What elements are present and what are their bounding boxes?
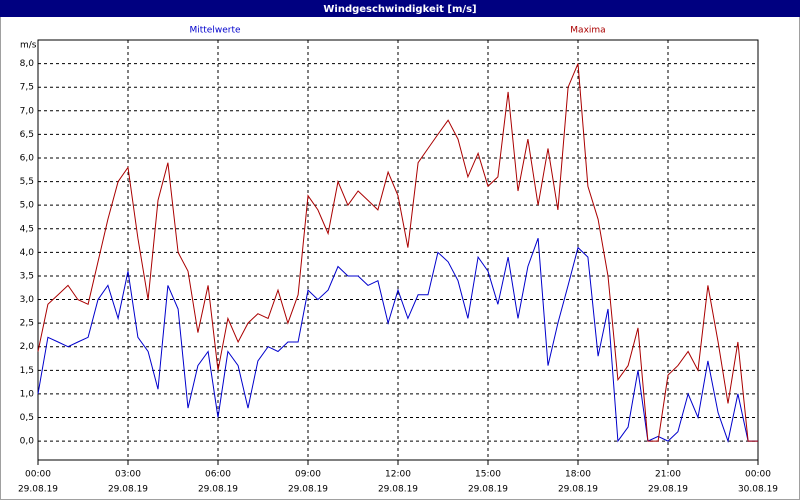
x-tick-label: 00:00: [745, 470, 771, 480]
chart-title: Windgeschwindigkeit [m/s]: [323, 4, 476, 15]
y-tick-label: 6,0: [20, 153, 35, 163]
x-tick-date: 29.08.19: [108, 485, 148, 495]
x-tick-date: 30.08.19: [738, 485, 778, 495]
y-unit: m/s: [20, 41, 37, 51]
y-tick-label: 5,0: [20, 201, 35, 211]
x-tick-date: 29.08.19: [18, 485, 58, 495]
x-tick-label: 06:00: [205, 470, 231, 480]
x-tick-date: 29.08.19: [648, 485, 688, 495]
x-tick-date: 29.08.19: [288, 485, 328, 495]
y-tick-label: 5,5: [20, 177, 34, 187]
x-tick-date: 29.08.19: [198, 485, 238, 495]
y-tick-label: 0,5: [20, 413, 34, 423]
x-tick-label: 12:00: [385, 470, 411, 480]
y-tick-label: 6,5: [20, 130, 34, 140]
x-tick-label: 18:00: [565, 470, 591, 480]
x-tick-label: 03:00: [115, 470, 141, 480]
x-tick-date: 29.08.19: [378, 485, 418, 495]
y-tick-label: 1,0: [20, 389, 35, 399]
title-bar: [0, 0, 800, 17]
y-tick-label: 4,5: [20, 224, 34, 234]
y-tick-label: 8,0: [20, 59, 35, 69]
y-tick-label: 0,0: [20, 437, 35, 447]
legend-entry: Mittelwerte: [189, 26, 240, 36]
x-tick-label: 09:00: [295, 470, 321, 480]
series-line: [37, 238, 758, 443]
series-line: [37, 63, 758, 442]
y-tick-label: 4,0: [20, 248, 35, 258]
y-tick-label: 3,0: [20, 295, 35, 305]
x-tick-date: 29.08.19: [558, 485, 598, 495]
y-tick-label: 7,5: [20, 83, 34, 93]
y-tick-label: 2,5: [20, 319, 34, 329]
x-tick-label: 15:00: [475, 470, 501, 480]
y-tick-label: 1,5: [20, 366, 34, 376]
y-tick-label: 7,0: [20, 106, 35, 116]
y-tick-label: 2,0: [20, 342, 35, 352]
legend-entry: Maxima: [570, 26, 605, 36]
x-tick-date: 29.08.19: [468, 485, 508, 495]
x-tick-label: 21:00: [655, 470, 681, 480]
y-tick-label: 3,5: [20, 271, 34, 281]
x-tick-label: 00:00: [25, 470, 51, 480]
